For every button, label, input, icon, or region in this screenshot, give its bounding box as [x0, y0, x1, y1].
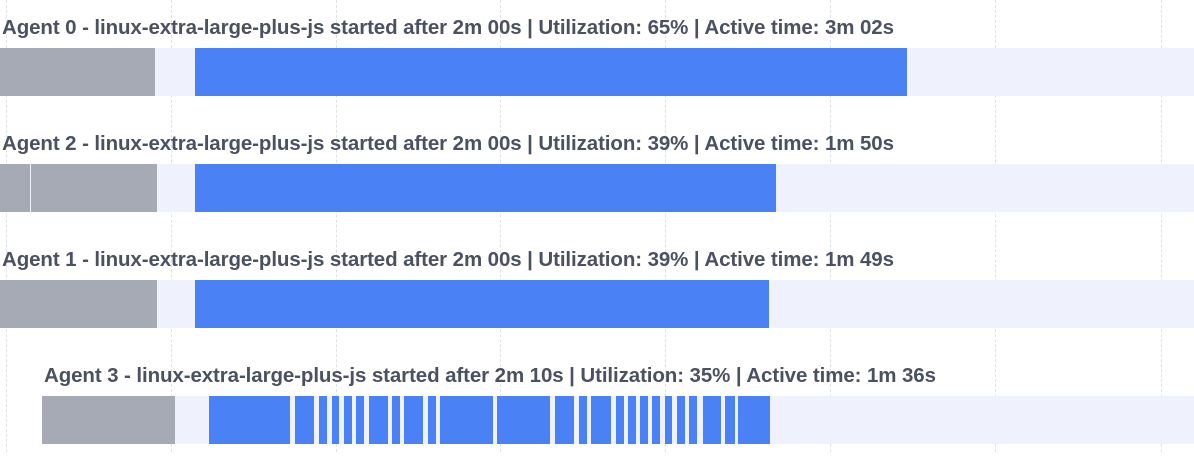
active-segment[interactable] [724, 396, 735, 444]
active-segment[interactable] [331, 396, 339, 444]
agent-label: Agent 3 - linux-extra-large-plus-js star… [43, 364, 936, 387]
agent-label: Agent 1 - linux-extra-large-plus-js star… [2, 248, 894, 271]
active-segment[interactable] [194, 48, 908, 96]
active-segment[interactable] [319, 396, 328, 444]
active-segment[interactable] [356, 396, 365, 444]
active-segment[interactable] [554, 396, 575, 444]
agent-row: Agent 3 - linux-extra-large-plus-js star… [0, 364, 1194, 464]
active-segment[interactable] [640, 396, 648, 444]
agent-timeline-track [0, 280, 1194, 328]
agent-row: Agent 2 - linux-extra-large-plus-js star… [0, 132, 1194, 232]
grid-line [6, 0, 7, 452]
waiting-segment[interactable] [0, 164, 30, 212]
agent-row: Agent 1 - linux-extra-large-plus-js star… [0, 248, 1194, 348]
active-segment[interactable] [737, 396, 770, 444]
active-segment[interactable] [440, 396, 494, 444]
active-segment[interactable] [496, 396, 551, 444]
agent-timeline-track [0, 164, 1194, 212]
waiting-segment[interactable] [31, 164, 158, 212]
waiting-segment[interactable] [41, 396, 176, 444]
waiting-segment[interactable] [0, 48, 155, 96]
active-segment[interactable] [579, 396, 588, 444]
active-segment[interactable] [391, 396, 400, 444]
grid-line [1161, 0, 1162, 452]
active-segment[interactable] [294, 396, 315, 444]
active-segment[interactable] [627, 396, 636, 444]
grid-line [995, 0, 996, 452]
active-segment[interactable] [616, 396, 625, 444]
active-segment[interactable] [590, 396, 612, 444]
agent-label: Agent 0 - linux-extra-large-plus-js star… [2, 16, 894, 39]
active-segment[interactable] [688, 396, 698, 444]
agent-timeline-track [41, 396, 1194, 444]
active-segment[interactable] [404, 396, 423, 444]
active-segment[interactable] [343, 396, 352, 444]
active-segment[interactable] [194, 280, 769, 328]
agent-label: Agent 2 - linux-extra-large-plus-js star… [2, 132, 894, 155]
grid-line [500, 0, 501, 452]
active-segment[interactable] [651, 396, 660, 444]
waiting-segment[interactable] [0, 280, 158, 328]
active-segment[interactable] [209, 396, 290, 444]
active-segment[interactable] [676, 396, 685, 444]
grid-line [665, 0, 666, 452]
grid-line [336, 0, 337, 452]
active-segment[interactable] [369, 396, 389, 444]
active-segment[interactable] [703, 396, 722, 444]
grid-line [171, 0, 172, 452]
agent-row: Agent 0 - linux-extra-large-plus-js star… [0, 16, 1194, 116]
active-segment[interactable] [664, 396, 672, 444]
active-segment[interactable] [427, 396, 436, 444]
active-segment[interactable] [194, 164, 777, 212]
grid-line [830, 0, 831, 452]
agent-timeline-track [0, 48, 1194, 96]
